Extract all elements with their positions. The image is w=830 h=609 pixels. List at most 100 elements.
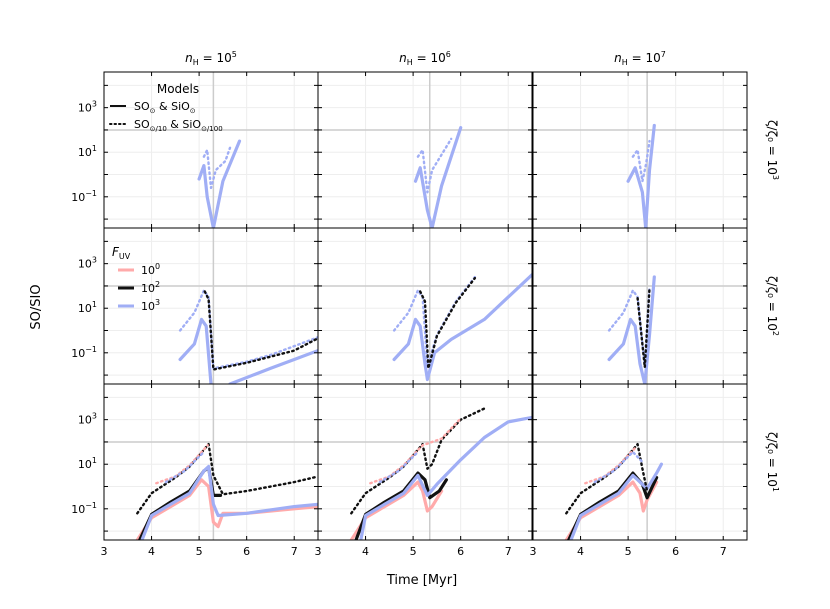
panel-r2-c1 [317,384,532,540]
series-group-r2-c2 [564,443,663,540]
y-tick-label: 101 [78,300,97,315]
x-tick-label: 6 [243,545,250,558]
panel-r2-c0 [103,384,318,540]
frame-r2-c1 [317,383,533,541]
x-tick-label: 6 [457,545,464,558]
panel-r0-c0 [103,72,318,228]
panel-grid: 103 101 10−1 103 101 10−1 103 101 10−1 3 4 5 6 7 3 4 5 6 7… [71,71,748,558]
x-tick-label: 7 [720,545,727,558]
x-tick-label: 5 [410,545,417,558]
series-F1e2-dotted-3 [350,407,486,515]
legend-fuv-title: FUV [112,245,131,261]
row-label-0: ζ/ζ₀ = 103 [765,120,780,180]
column-title-2: nH = 107 [614,50,666,67]
x-tick-label: 3 [530,545,537,558]
y-axis-label: SO/SIO [29,284,44,329]
panel-r2-c2 [532,384,747,540]
legend-fuv: FUV 100 102 103 [112,245,160,313]
series-F1e3-solid-2 [359,415,532,540]
panel-frame [103,227,319,385]
legend-fuv-label-2: 103 [141,298,160,313]
series-F1e0-solid-0 [564,480,659,540]
y-tick-label: 103 [78,100,97,115]
series-F1e2-dotted-2 [636,287,651,369]
frame-r2-c0 [103,383,319,541]
series-F1e3-solid-0 [607,275,656,384]
series-F1e3-solid-0 [392,273,532,382]
legend-fuv-label-1: 102 [141,280,160,295]
y-tick-label: 10−1 [71,501,97,516]
x-axis-label: Time [Myr] [386,573,457,588]
y-tick-label: 10−1 [71,345,97,360]
x-tick-label: 5 [196,545,203,558]
y-tick-label: 103 [78,412,97,427]
row-label-2: ζ/ζ₀ = 101 [765,432,780,492]
x-tick-label: 7 [505,545,512,558]
series-group-r2-c1 [349,407,532,540]
series-group-r0-c0 [197,139,242,228]
series-F1e2-dotted-3 [565,443,649,515]
series-group-r1-c0 [178,289,318,384]
column-title-1: nH = 106 [399,50,451,67]
y-tick-label: 103 [78,256,97,271]
row-labels: ζ/ζ₀ = 103 ζ/ζ₀ = 102 ζ/ζ₀ = 101 [765,120,780,492]
legend-models-label-dotted: SO⊙/10 & SiO⊙/100 [134,118,223,133]
series-F1e0-solid-0 [349,480,444,540]
series-F1e3-solid-2 [140,464,318,540]
frame-r0-c2 [532,71,748,229]
series-group-r1-c2 [607,275,656,384]
y-tick-label: 10−1 [71,189,97,204]
series-F1e3-dotted-1 [416,137,453,194]
series-F1e3-dotted-5 [378,450,420,484]
y-tick-label: 101 [78,144,97,159]
legend-fuv-label-0: 100 [141,262,160,277]
series-F1e2-dotted-2 [419,276,477,370]
tick-labels: 103 101 10−1 103 101 10−1 103 101 10−1 3 4 5 6 7 3 4 5 6 7… [71,100,727,558]
x-tick-label: 7 [291,545,298,558]
x-tick-label: 3 [315,545,322,558]
frame-r2-c2 [532,383,748,541]
series-F1e2-dotted-3 [203,290,318,371]
x-tick-label: 4 [577,545,584,558]
panel-r0-c2 [532,72,747,228]
series-F1e3-dotted-5 [164,450,206,484]
column-titles: nH = 105 nH = 106 nH = 107 [185,50,666,67]
panel-frame [317,383,533,541]
series-group-r0-c1 [413,126,463,228]
panel-frame [532,383,748,541]
x-tick-label: 3 [101,545,108,558]
column-title-0: nH = 105 [185,50,237,67]
x-tick-label: 5 [625,545,632,558]
series-F1e3-dotted-5 [593,450,644,484]
series-F1e3-dotted-1 [202,146,232,190]
frame-r0-c0 [103,71,319,229]
panel-frame [103,71,319,229]
series-F1e3-solid-0 [178,317,213,384]
legend-models: Models SO⊙ & SiO⊙ SO⊙/10 & SiO⊙/100 [109,82,223,133]
series-F1e3-solid-1 [228,349,318,384]
x-tick-label: 6 [672,545,679,558]
row-label-1: ζ/ζ₀ = 102 [765,276,780,336]
panel-r1-c0 [103,228,318,384]
series-F1e3-dotted-1 [607,287,651,368]
x-tick-label: 4 [362,545,369,558]
series-F1e2-dotted-3 [136,443,318,515]
y-tick-label: 101 [78,456,97,471]
series-F1e3-dotted-1 [631,139,651,183]
series-group-r0-c2 [626,123,656,228]
frame-r1-c0 [103,227,319,385]
panel-r0-c1 [317,72,532,228]
panel-frame [103,383,319,541]
series-F1e3-solid-2 [569,462,663,540]
legend-models-title: Models [157,82,199,96]
series-F1e3-solid-0 [197,139,242,228]
series-F1e0-dotted-4 [369,417,462,485]
series-F1e3-solid-0 [413,126,463,228]
x-tick-label: 4 [148,545,155,558]
legend-models-label-solid: SO⊙ & SiO⊙ [134,100,196,115]
series-group-r1-c1 [392,273,532,382]
series-group-r2-c0 [135,443,318,540]
panel-frame [532,71,748,229]
series-F1e3-solid-0 [626,123,656,228]
